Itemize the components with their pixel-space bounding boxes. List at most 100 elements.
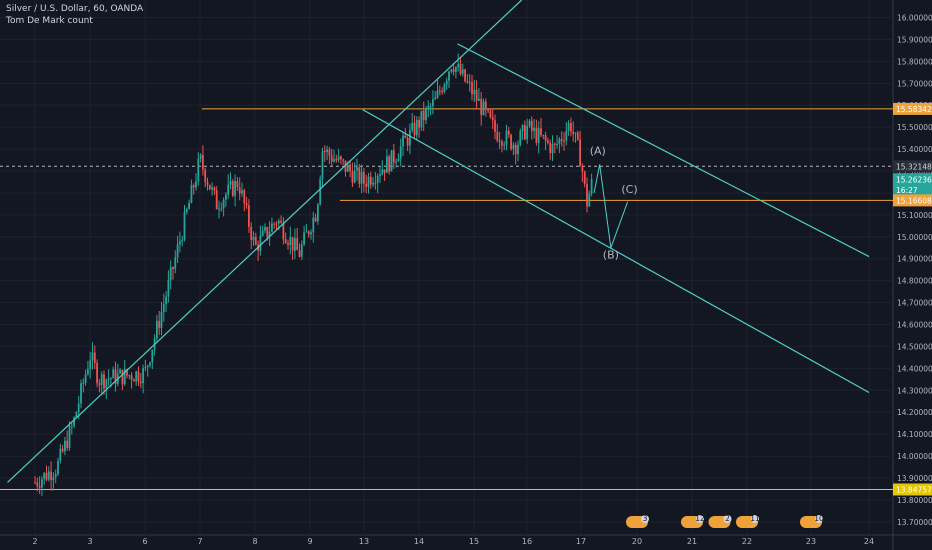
candle-body: [418, 119, 420, 128]
candle-body: [174, 257, 177, 269]
y-tick-label: 14.10000: [897, 430, 932, 439]
candle-body: [319, 178, 322, 205]
candle-body: [128, 375, 131, 377]
candle-body: [110, 378, 112, 380]
candle-body: [411, 122, 414, 131]
candle-body: [149, 362, 151, 366]
candle-body: [505, 130, 508, 145]
candle-body: [434, 97, 437, 100]
candle-body: [241, 190, 243, 194]
candle-body: [443, 84, 446, 93]
candle-body: [190, 185, 193, 203]
candle-body: [130, 375, 133, 380]
candle-body: [222, 199, 225, 209]
y-tick-label: 15.70000: [897, 79, 932, 88]
candle-body: [231, 181, 234, 196]
candle-body: [374, 182, 377, 184]
y-tick-label: 14.40000: [897, 364, 932, 373]
candle-body: [100, 374, 103, 385]
candle-body: [34, 482, 36, 484]
candle-body: [64, 440, 66, 452]
candle-body: [206, 182, 209, 185]
x-tick-label: 14: [414, 537, 424, 546]
candle-body: [372, 182, 374, 185]
candle-body: [303, 232, 305, 245]
event-badge-dot: [723, 515, 732, 523]
candle-body: [50, 471, 52, 481]
candle-body: [333, 159, 335, 162]
candle-body: [445, 80, 448, 85]
candle-body: [43, 472, 46, 480]
candle-body: [192, 185, 195, 188]
candle-body: [473, 89, 476, 95]
y-tick-label: 13.70000: [897, 518, 932, 527]
candle-body: [291, 237, 294, 251]
candle-body: [328, 149, 331, 156]
candle-body: [126, 369, 128, 376]
candle-body: [386, 156, 388, 173]
candle-body: [427, 106, 430, 109]
x-tick-label: 6: [142, 537, 147, 546]
candle-body: [75, 412, 78, 418]
candle-body: [218, 208, 220, 210]
candle-body: [537, 128, 540, 143]
candle-body: [307, 231, 310, 235]
candle-body: [93, 352, 96, 363]
candle-body: [390, 150, 393, 172]
x-tick-label: 13: [359, 537, 369, 546]
candle-body: [399, 146, 402, 159]
candle-body: [54, 474, 57, 478]
candle-body: [160, 311, 163, 328]
candle-body: [392, 150, 395, 163]
candle-body: [330, 155, 333, 162]
candle-body: [388, 156, 391, 172]
candle-body: [358, 167, 361, 184]
candle-body: [544, 135, 547, 141]
candle-body: [404, 135, 407, 139]
price-tag: [893, 483, 932, 496]
candle-body: [461, 69, 464, 75]
candle-body: [360, 172, 363, 184]
candle-body: [73, 417, 75, 426]
candle-body: [535, 127, 538, 143]
candle-body: [266, 227, 269, 237]
y-tick-label: 14.50000: [897, 342, 932, 351]
candle-body: [284, 239, 287, 243]
candle-body: [282, 222, 285, 240]
event-badge-dot: [641, 515, 649, 523]
trend-line: [362, 109, 870, 394]
candle-body: [66, 440, 69, 449]
y-tick-label: 15.90000: [897, 35, 932, 44]
price-tag-label: 16:27: [896, 186, 918, 195]
price-tag-label: 13.84757: [896, 485, 932, 494]
candle-body: [450, 69, 453, 72]
candle-body: [254, 236, 257, 245]
candle-body: [215, 190, 218, 210]
x-tick-label: 15: [469, 537, 479, 546]
candle-body: [197, 158, 200, 182]
candle-body: [455, 67, 457, 72]
candle-body: [494, 120, 496, 132]
candle-body: [165, 296, 167, 305]
candle-body: [436, 90, 439, 98]
candle-body: [369, 176, 372, 185]
y-tick-label: 15.80000: [897, 57, 932, 66]
wave-label: (B): [603, 249, 619, 262]
candle-body: [234, 180, 236, 196]
candle-body: [300, 244, 303, 257]
candle-body: [158, 320, 161, 328]
price-tag: [893, 173, 932, 186]
candle-body: [227, 184, 230, 195]
candle-body: [524, 125, 526, 140]
candle-body: [119, 369, 121, 374]
candle-body: [570, 122, 572, 132]
candle-body: [340, 156, 342, 160]
candle-body: [413, 122, 416, 136]
price-tag-label: 15.16608: [896, 196, 932, 205]
candle-body: [337, 156, 340, 161]
candle-body: [353, 170, 356, 183]
candle-body: [220, 208, 223, 210]
x-tick-label: 9: [307, 537, 312, 546]
candle-body: [280, 220, 282, 223]
